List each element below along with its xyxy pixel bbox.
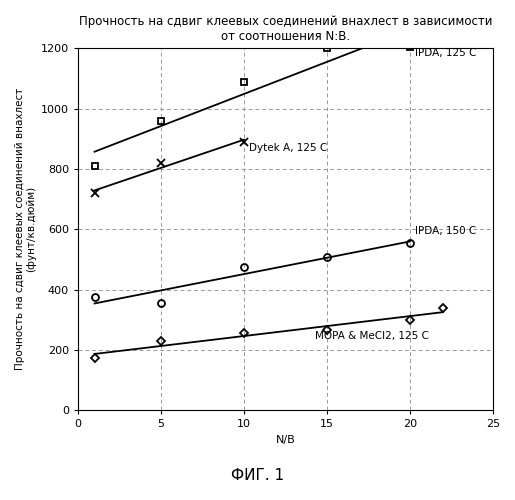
Text: IPDA, 150 C: IPDA, 150 C bbox=[415, 226, 476, 236]
Text: Dytek A, 125 C: Dytek A, 125 C bbox=[249, 143, 327, 153]
Text: ФИГ. 1: ФИГ. 1 bbox=[231, 468, 284, 483]
Text: MOPA & MeCl2, 125 C: MOPA & MeCl2, 125 C bbox=[315, 330, 429, 340]
X-axis label: N/B: N/B bbox=[276, 435, 295, 445]
Title: Прочность на сдвиг клеевых соединений внахлест в зависимости
от соотношения N:B.: Прочность на сдвиг клеевых соединений вн… bbox=[79, 15, 492, 43]
Text: IPDA, 125 C: IPDA, 125 C bbox=[415, 48, 476, 58]
Y-axis label: Прочность на сдвиг клеевых соединений внахлест
(фунт/кв.дюйм): Прочность на сдвиг клеевых соединений вн… bbox=[15, 88, 37, 370]
